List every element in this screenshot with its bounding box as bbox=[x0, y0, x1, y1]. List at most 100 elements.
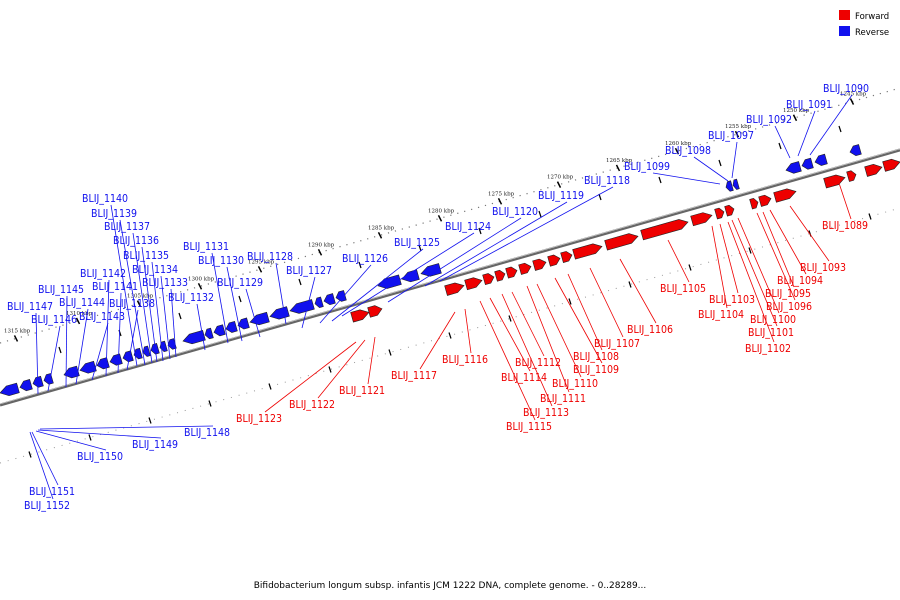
gene-label-blij-1089[interactable]: BLIJ_1089 bbox=[822, 220, 868, 232]
gene-label-blij-1133[interactable]: BLIJ_1133 bbox=[142, 277, 188, 289]
gene-label-blij-1146[interactable]: BLIJ_1146 bbox=[31, 314, 77, 326]
gene-label-blij-1101[interactable]: BLIJ_1101 bbox=[748, 327, 794, 339]
gene-label-blij-1143[interactable]: BLIJ_1143 bbox=[79, 311, 125, 323]
forward-gene-arrow[interactable] bbox=[350, 308, 371, 323]
reverse-gene-arrow[interactable] bbox=[43, 373, 54, 385]
forward-gene-arrow[interactable] bbox=[690, 210, 714, 227]
forward-gene-arrow[interactable] bbox=[864, 162, 884, 177]
reverse-gene-arrow[interactable] bbox=[63, 365, 80, 380]
gene-label-blij-1107[interactable]: BLIJ_1107 bbox=[594, 338, 640, 350]
gene-label-blij-1147[interactable]: BLIJ_1147 bbox=[7, 301, 53, 313]
gene-label-blij-1135[interactable]: BLIJ_1135 bbox=[123, 250, 169, 262]
reverse-gene-arrow[interactable] bbox=[122, 350, 134, 363]
forward-gene-arrow[interactable] bbox=[547, 254, 562, 267]
gene-label-blij-1137[interactable]: BLIJ_1137 bbox=[104, 221, 150, 233]
forward-gene-arrow[interactable] bbox=[823, 173, 847, 189]
reverse-gene-arrow[interactable] bbox=[0, 382, 20, 398]
gene-label-blij-1145[interactable]: BLIJ_1145 bbox=[38, 284, 84, 296]
gene-label-blij-1125[interactable]: BLIJ_1125 bbox=[394, 237, 440, 249]
reverse-gene-arrow[interactable] bbox=[249, 311, 270, 327]
gene-label-blij-1098[interactable]: BLIJ_1098 bbox=[665, 145, 711, 157]
gene-label-blij-1115[interactable]: BLIJ_1115 bbox=[506, 421, 552, 433]
gene-label-blij-1131[interactable]: BLIJ_1131 bbox=[183, 241, 229, 253]
reverse-gene-arrow[interactable] bbox=[849, 144, 862, 157]
gene-label-blij-1092[interactable]: BLIJ_1092 bbox=[746, 114, 792, 126]
reverse-gene-arrow[interactable] bbox=[269, 306, 290, 322]
gene-label-blij-1111[interactable]: BLIJ_1111 bbox=[540, 393, 586, 405]
gene-label-blij-1124[interactable]: BLIJ_1124 bbox=[445, 221, 491, 233]
gene-label-blij-1110[interactable]: BLIJ_1110 bbox=[552, 378, 598, 390]
forward-gene-arrow[interactable] bbox=[464, 276, 484, 291]
forward-gene-arrow[interactable] bbox=[494, 269, 507, 282]
gene-label-blij-1144[interactable]: BLIJ_1144 bbox=[59, 297, 105, 309]
gene-label-blij-1108[interactable]: BLIJ_1108 bbox=[573, 351, 619, 363]
reverse-gene-arrow[interactable] bbox=[801, 157, 814, 170]
forward-gene-arrow[interactable] bbox=[882, 157, 900, 172]
gene-label-blij-1128[interactable]: BLIJ_1128 bbox=[247, 251, 293, 263]
gene-label-blij-1123[interactable]: BLIJ_1123 bbox=[236, 413, 282, 425]
reverse-gene-arrow[interactable] bbox=[79, 360, 97, 375]
gene-label-blij-1114[interactable]: BLIJ_1114 bbox=[501, 372, 547, 384]
forward-gene-arrow[interactable] bbox=[482, 272, 496, 286]
gene-label-blij-1129[interactable]: BLIJ_1129 bbox=[217, 277, 263, 289]
forward-gene-arrow[interactable] bbox=[572, 242, 604, 260]
reverse-gene-arrow[interactable] bbox=[814, 153, 828, 167]
gene-label-blij-1127[interactable]: BLIJ_1127 bbox=[286, 265, 332, 277]
gene-label-blij-1118[interactable]: BLIJ_1118 bbox=[584, 175, 630, 187]
gene-label-blij-1094[interactable]: BLIJ_1094 bbox=[777, 275, 823, 287]
reverse-gene-arrow[interactable] bbox=[204, 327, 214, 340]
gene-label-blij-1141[interactable]: BLIJ_1141 bbox=[92, 281, 138, 293]
gene-label-blij-1106[interactable]: BLIJ_1106 bbox=[627, 324, 673, 336]
gene-label-blij-1134[interactable]: BLIJ_1134 bbox=[132, 264, 178, 276]
gene-label-blij-1104[interactable]: BLIJ_1104 bbox=[698, 309, 744, 321]
forward-gene-arrow[interactable] bbox=[367, 304, 384, 318]
reverse-gene-arrow[interactable] bbox=[725, 180, 734, 192]
reverse-gene-arrow[interactable] bbox=[323, 293, 336, 306]
gene-label-blij-1121[interactable]: BLIJ_1121 bbox=[339, 385, 385, 397]
reverse-gene-arrow[interactable] bbox=[32, 375, 44, 388]
forward-gene-arrow[interactable] bbox=[773, 187, 798, 203]
reverse-gene-arrow[interactable] bbox=[182, 330, 206, 346]
gene-label-blij-1139[interactable]: BLIJ_1139 bbox=[91, 208, 137, 220]
gene-label-blij-1096[interactable]: BLIJ_1096 bbox=[766, 301, 812, 313]
forward-gene-arrow[interactable] bbox=[505, 266, 519, 279]
gene-label-blij-1151[interactable]: BLIJ_1151 bbox=[29, 486, 75, 498]
forward-gene-arrow[interactable] bbox=[640, 217, 690, 241]
gene-label-blij-1136[interactable]: BLIJ_1136 bbox=[113, 235, 159, 247]
forward-gene-arrow[interactable] bbox=[758, 194, 773, 207]
reverse-gene-arrow[interactable] bbox=[377, 274, 402, 291]
gene-label-blij-1090[interactable]: BLIJ_1090 bbox=[823, 83, 869, 95]
reverse-gene-arrow[interactable] bbox=[785, 161, 802, 176]
gene-label-blij-1120[interactable]: BLIJ_1120 bbox=[492, 206, 538, 218]
forward-gene-arrow[interactable] bbox=[518, 262, 533, 275]
gene-label-blij-1138[interactable]: BLIJ_1138 bbox=[109, 298, 155, 310]
reverse-gene-arrow[interactable] bbox=[289, 299, 315, 316]
reverse-gene-arrow[interactable] bbox=[142, 345, 151, 357]
gene-label-blij-1102[interactable]: BLIJ_1102 bbox=[745, 343, 791, 355]
gene-label-blij-1095[interactable]: BLIJ_1095 bbox=[765, 288, 811, 300]
reverse-gene-arrow[interactable] bbox=[420, 263, 442, 279]
reverse-gene-arrow[interactable] bbox=[213, 324, 226, 337]
gene-label-blij-1119[interactable]: BLIJ_1119 bbox=[538, 190, 584, 202]
gene-label-blij-1150[interactable]: BLIJ_1150 bbox=[77, 451, 123, 463]
gene-label-blij-1113[interactable]: BLIJ_1113 bbox=[523, 407, 569, 419]
gene-label-blij-1126[interactable]: BLIJ_1126 bbox=[342, 253, 388, 265]
gene-label-blij-1109[interactable]: BLIJ_1109 bbox=[573, 364, 619, 376]
reverse-gene-arrow[interactable] bbox=[109, 353, 123, 367]
forward-gene-arrow[interactable] bbox=[604, 231, 640, 251]
gene-label-blij-1142[interactable]: BLIJ_1142 bbox=[80, 268, 126, 280]
reverse-gene-arrow[interactable] bbox=[314, 296, 324, 309]
gene-label-blij-1116[interactable]: BLIJ_1116 bbox=[442, 354, 488, 366]
gene-label-blij-1140[interactable]: BLIJ_1140 bbox=[82, 193, 128, 205]
gene-label-blij-1091[interactable]: BLIJ_1091 bbox=[786, 99, 832, 111]
gene-label-blij-1097[interactable]: BLIJ_1097 bbox=[708, 130, 754, 142]
forward-gene-arrow[interactable] bbox=[714, 207, 726, 220]
gene-label-blij-1130[interactable]: BLIJ_1130 bbox=[198, 255, 244, 267]
gene-label-blij-1093[interactable]: BLIJ_1093 bbox=[800, 262, 846, 274]
gene-label-blij-1112[interactable]: BLIJ_1112 bbox=[515, 357, 561, 369]
gene-label-blij-1149[interactable]: BLIJ_1149 bbox=[132, 439, 178, 451]
gene-label-blij-1103[interactable]: BLIJ_1103 bbox=[709, 294, 755, 306]
forward-gene-arrow[interactable] bbox=[560, 250, 574, 263]
reverse-gene-arrow[interactable] bbox=[335, 290, 347, 302]
forward-gene-arrow[interactable] bbox=[532, 257, 548, 271]
